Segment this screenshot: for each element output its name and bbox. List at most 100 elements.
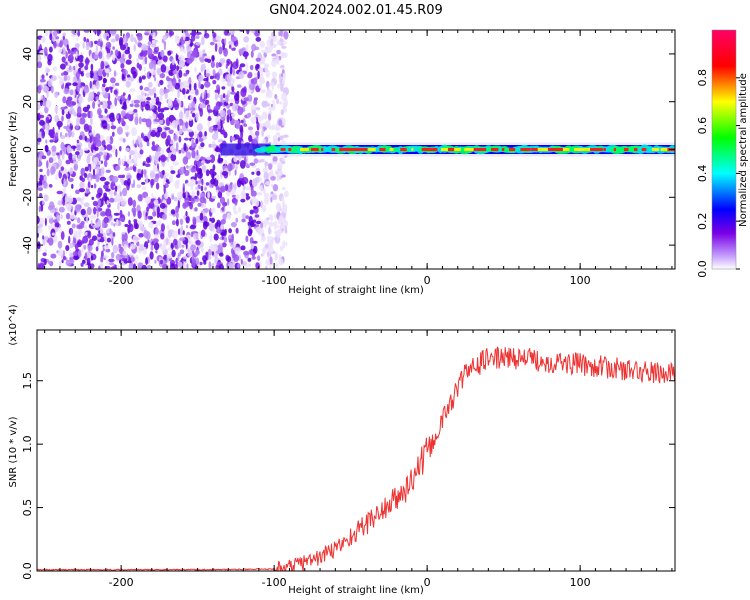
noise-dot [264,200,269,205]
noise-dot [81,112,88,119]
colorbar-tick-label: 0.0 [696,260,709,278]
noise-dot [221,207,225,212]
noise-dot [133,218,138,223]
noise-dot [110,125,117,130]
noise-dot [76,197,82,202]
noise-dot [93,206,97,215]
noise-dot [162,34,168,41]
spectrogram-x-ticks: -200 -100 0 100 [44,30,673,287]
noise-dot [191,258,196,268]
noise-dot [159,88,165,96]
noise-dot [278,119,283,127]
noise-dot [37,227,43,234]
noise-dot [183,261,187,269]
noise-dot [261,235,266,242]
noise-dot [123,35,127,44]
noise-dot [263,219,268,228]
noise-dot [220,224,224,231]
noise-dot [218,46,223,55]
noise-dot [150,178,155,186]
noise-dot [57,200,63,206]
noise-dot [199,103,206,109]
line-core-red [379,148,386,151]
noise-dot [152,211,157,217]
noise-dot [130,76,135,82]
noise-dot [255,226,262,234]
noise-dot [54,221,60,228]
noise-dot [167,80,172,84]
noise-dot [167,50,172,56]
noise-dot [187,129,193,133]
noise-dot [122,101,127,110]
noise-dot [243,97,249,102]
noise-dot [49,33,53,41]
noise-dot [39,193,43,198]
noise-dot [197,180,202,184]
noise-dot [189,54,195,62]
noise-dot [247,257,252,262]
colorbar-tick-label: 0.8 [696,69,709,87]
noise-dot [270,197,273,203]
noise-dot [154,76,157,82]
noise-dot [157,146,161,152]
noise-dot [194,103,198,112]
noise-dot [135,139,139,146]
noise-dot [228,228,233,234]
noise-dot [189,225,196,230]
noise-dot [249,82,256,91]
noise-dot [65,132,68,138]
noise-dot [191,101,196,108]
noise-dot [240,190,247,200]
noise-dot [124,223,129,228]
noise-dot [63,255,66,261]
noise-dot [216,94,222,98]
noise-dot [233,156,238,163]
noise-dot [139,149,144,155]
noise-dot [175,53,178,62]
noise-dot [111,131,115,137]
noise-dot [63,70,69,76]
noise-dot [199,50,203,58]
noise-dot [170,170,176,175]
noise-dot [110,221,114,226]
noise-dot [188,76,192,85]
noise-dot [83,86,90,94]
line-core-red [345,148,357,151]
noise-dot [250,116,257,124]
noise-dot [93,183,97,189]
line-core-red [454,148,461,151]
noise-dot [138,76,142,84]
noise-dot [186,69,190,75]
noise-dot [212,124,219,129]
spectrogram-y-label: Frequency (Hz) [8,111,19,187]
noise-dot [204,58,209,62]
noise-dot [70,212,75,220]
noise-dot [144,103,151,111]
noise-dot [278,214,284,223]
noise-dot [105,169,111,173]
noise-dot [241,218,246,223]
noise-dot [195,138,199,145]
noise-dot [267,245,274,254]
x-tick-label: -100 [262,274,287,287]
noise-dot [144,170,147,178]
noise-dot [255,37,262,42]
noise-dot [194,130,198,139]
noise-dot [59,226,62,234]
line-core-red [582,148,595,151]
noise-dot [146,93,149,97]
noise-dot [285,241,288,247]
line-core-red [429,148,438,151]
noise-dot [98,51,103,59]
noise-dot [183,49,186,54]
noise-dot [156,46,159,52]
noise-dot [110,77,116,84]
noise-dot [159,202,166,209]
noise-dot [196,123,203,132]
line-core-red [520,148,531,151]
noise-dot [51,75,57,81]
noise-dot [81,196,85,200]
noise-dot [261,57,266,65]
noise-dot [42,85,49,93]
